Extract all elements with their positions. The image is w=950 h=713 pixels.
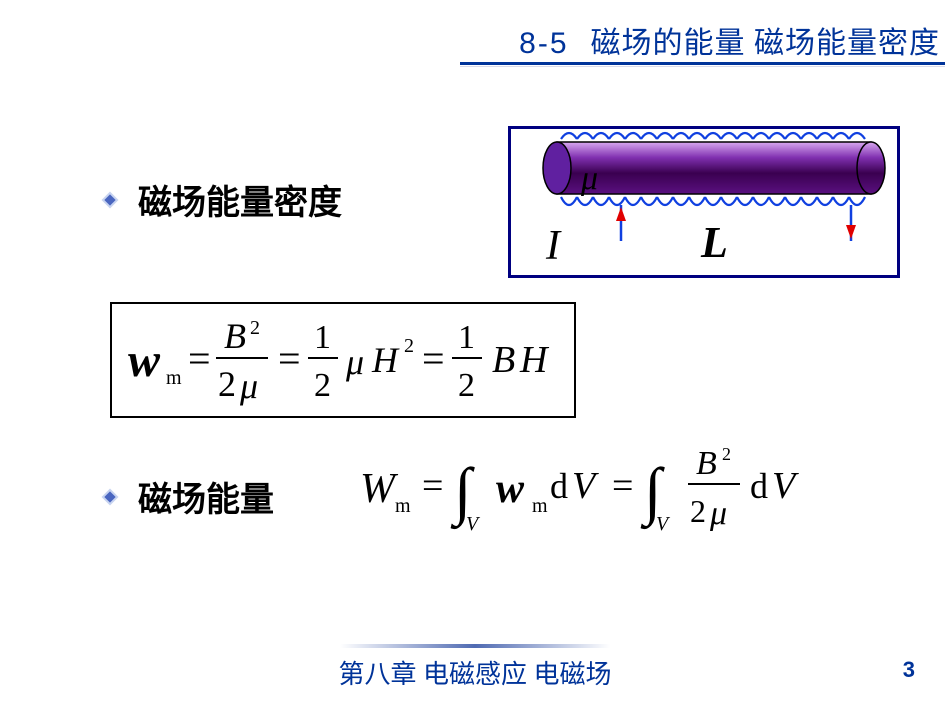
svg-text:=: = bbox=[278, 336, 301, 381]
svg-text:2: 2 bbox=[690, 493, 706, 529]
mu-label: μ bbox=[580, 160, 598, 197]
svg-text:2: 2 bbox=[722, 444, 731, 464]
svg-text:V: V bbox=[466, 513, 481, 535]
svg-text:d: d bbox=[750, 466, 768, 506]
svg-text:μ: μ bbox=[239, 366, 258, 406]
svg-text:w: w bbox=[496, 466, 525, 512]
solenoid-diagram-box: μ I L bbox=[508, 126, 900, 278]
svg-text:μ: μ bbox=[345, 342, 364, 382]
slide: 8-5 磁场的能量 磁场能量密度 磁场能量密度 bbox=[0, 0, 950, 713]
slide-header: 8-5 磁场的能量 磁场能量密度 bbox=[519, 18, 940, 62]
svg-text:d: d bbox=[550, 466, 568, 506]
svg-text:w: w bbox=[128, 334, 161, 387]
equation-energy-density: w m = B 2 2 μ = 1 2 μ H 2 = 1 2 bbox=[110, 302, 576, 418]
bullet-energy-density: 磁场能量密度 bbox=[100, 175, 342, 224]
svg-text:m: m bbox=[166, 367, 182, 389]
bullet-energy: 磁场能量 bbox=[100, 472, 274, 521]
bullet-text-1: 磁场能量密度 bbox=[138, 175, 342, 224]
header-underline-shadow bbox=[460, 66, 945, 67]
length-label: L bbox=[700, 218, 728, 267]
footer-chapter: 第八章 电磁感应 电磁场 bbox=[338, 660, 611, 689]
svg-text:2: 2 bbox=[218, 364, 236, 404]
equation-energy: W m = ∫ V w m d V = ∫ V B 2 2 μ d V bbox=[350, 432, 930, 552]
footer-divider bbox=[340, 644, 610, 648]
svg-text:V: V bbox=[572, 465, 599, 507]
svg-text:=: = bbox=[188, 336, 211, 381]
svg-text:2: 2 bbox=[250, 317, 260, 339]
header-underline bbox=[460, 62, 945, 65]
svg-text:B: B bbox=[492, 339, 515, 381]
svg-text:2: 2 bbox=[404, 335, 414, 357]
svg-text:V: V bbox=[772, 465, 799, 507]
svg-text:V: V bbox=[656, 513, 671, 535]
slide-footer: 第八章 电磁感应 电磁场 bbox=[0, 644, 950, 691]
svg-text:=: = bbox=[612, 465, 633, 507]
svg-text:H: H bbox=[371, 340, 400, 380]
section-number: 8-5 bbox=[519, 27, 568, 60]
current-label: I bbox=[545, 223, 562, 269]
svg-text:μ: μ bbox=[709, 495, 727, 532]
svg-text:B: B bbox=[224, 316, 246, 356]
svg-text:2: 2 bbox=[458, 367, 475, 404]
svg-text:m: m bbox=[395, 495, 411, 517]
svg-text:W: W bbox=[360, 466, 399, 512]
svg-text:1: 1 bbox=[458, 319, 475, 356]
solenoid-svg: μ I L bbox=[511, 129, 897, 275]
page-number: 3 bbox=[903, 657, 915, 683]
bullet-text-2: 磁场能量 bbox=[138, 472, 274, 521]
svg-text:2: 2 bbox=[314, 367, 331, 404]
section-title: 磁场的能量 磁场能量密度 bbox=[591, 27, 941, 60]
svg-text:=: = bbox=[422, 336, 445, 381]
svg-text:m: m bbox=[532, 495, 548, 517]
svg-text:H: H bbox=[519, 339, 550, 381]
svg-text:B: B bbox=[696, 445, 717, 482]
diamond-bullet-icon bbox=[100, 487, 120, 507]
svg-text:1: 1 bbox=[314, 319, 331, 356]
svg-text:=: = bbox=[422, 465, 443, 507]
diamond-bullet-icon bbox=[100, 190, 120, 210]
